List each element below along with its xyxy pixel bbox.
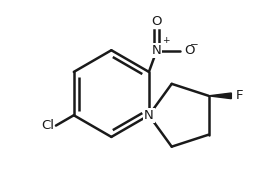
Text: F: F <box>235 89 243 102</box>
Text: −: − <box>190 40 198 50</box>
Text: N: N <box>144 109 154 122</box>
Text: +: + <box>162 36 170 45</box>
Text: N: N <box>152 44 162 57</box>
Polygon shape <box>209 93 231 99</box>
Text: Cl: Cl <box>41 119 54 132</box>
Text: O: O <box>185 44 195 57</box>
Text: O: O <box>152 15 162 28</box>
